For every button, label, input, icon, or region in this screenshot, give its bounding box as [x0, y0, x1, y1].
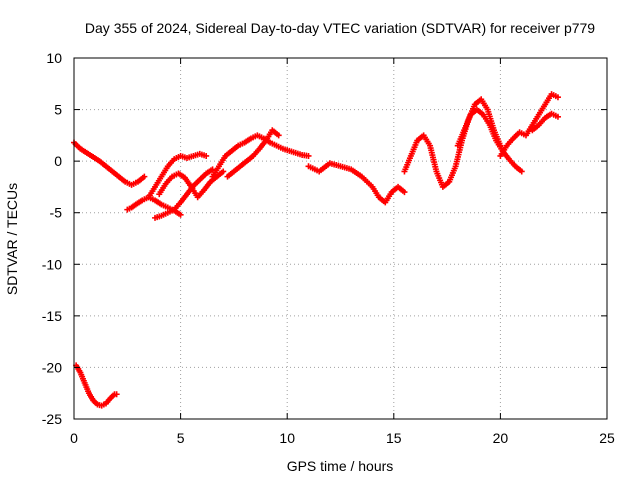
data-point	[203, 152, 210, 159]
series-6	[224, 127, 282, 180]
data-point	[220, 168, 227, 175]
data-point	[554, 94, 561, 101]
series-9	[454, 106, 525, 175]
y-tick-label: 10	[46, 50, 62, 66]
data-point	[209, 166, 216, 173]
y-tick-label: -5	[50, 205, 63, 221]
x-tick-label: 0	[70, 430, 78, 446]
plot-frame	[73, 57, 608, 420]
y-tick-label: 5	[54, 102, 62, 118]
data-point	[518, 168, 525, 175]
x-tick-label: 20	[493, 430, 509, 446]
ticks-layer: 0 5 10 15 20 25 -25 -20 -15 -10 -5 0 5 10	[42, 50, 615, 446]
data-point	[305, 152, 312, 159]
data-point	[401, 189, 408, 196]
data-point	[554, 113, 561, 120]
y-tick-label: -25	[42, 411, 62, 427]
series-4	[156, 168, 227, 201]
data-point	[177, 211, 184, 218]
x-tick-label: 15	[386, 430, 402, 446]
series-5	[209, 132, 312, 180]
grid-layer	[74, 58, 607, 419]
y-tick-label: 0	[54, 153, 62, 169]
series-7	[305, 160, 408, 206]
series-11	[529, 110, 561, 134]
y-tick-label: -15	[42, 308, 62, 324]
data-point	[275, 132, 282, 139]
series-0	[71, 139, 148, 188]
series-8	[401, 96, 504, 190]
x-tick-label: 10	[279, 430, 295, 446]
y-tick-label: -20	[42, 359, 62, 375]
data-point	[141, 173, 148, 180]
x-tick-label: 25	[599, 430, 615, 446]
series-10	[497, 91, 561, 159]
chart-title: Day 355 of 2024, Sidereal Day-to-day VTE…	[85, 20, 595, 36]
series-2	[145, 150, 210, 201]
series-3	[152, 166, 216, 221]
series-12	[73, 362, 120, 409]
x-axis-label: GPS time / hours	[287, 458, 394, 474]
y-axis-label: SDTVAR / TECUs	[4, 183, 20, 295]
x-tick-label: 5	[177, 430, 185, 446]
data-point	[113, 391, 120, 398]
data-marks-layer	[71, 91, 561, 409]
y-tick-label: -10	[42, 256, 62, 272]
